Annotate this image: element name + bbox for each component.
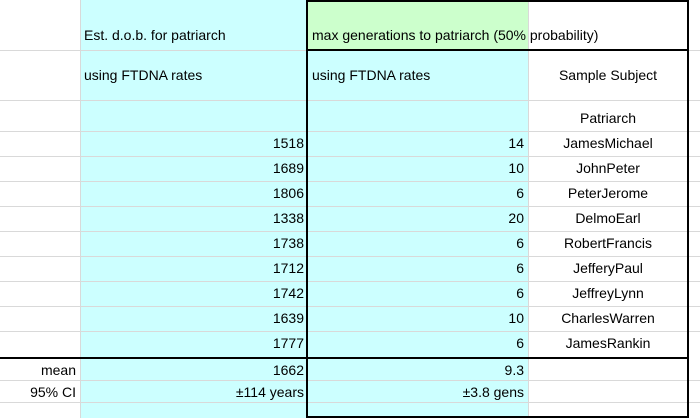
name-cell[interactable]: DelmoEarl [575,210,641,226]
name-cell[interactable]: PeterJerome [567,185,649,201]
mean-dob[interactable]: 1662 [272,362,304,378]
name-cell[interactable]: JefferyPaul [573,260,643,276]
border-top [306,0,689,2]
name-cell[interactable]: JamesRankin [565,335,651,351]
gens-cell[interactable]: 20 [508,210,524,226]
dob-cell[interactable]: 1742 [272,285,304,301]
gens-column-fill [308,50,528,418]
rates-left-header[interactable]: using FTDNA rates [84,67,203,83]
name-cell[interactable]: JohnPeter [576,160,640,176]
patriarch-header[interactable]: Patriarch [579,110,637,126]
dob-cell[interactable]: 1639 [272,310,304,326]
ci-label[interactable]: 95% CI [30,384,76,400]
dob-cell[interactable]: 1806 [272,185,304,201]
gens-cell[interactable]: 6 [516,285,524,301]
max-gen-header-fill [308,0,528,50]
gens-cell[interactable]: 10 [508,310,524,326]
border-bottom [306,416,689,418]
mean-label[interactable]: mean [40,362,76,378]
dob-cell[interactable]: 1338 [272,210,304,226]
dob-cell[interactable]: 1689 [272,160,304,176]
gens-cell[interactable]: 14 [508,135,524,151]
dob-column-fill [80,0,308,418]
border-left [306,0,308,418]
gens-cell[interactable]: 10 [508,160,524,176]
border-above-mean [0,357,689,359]
name-cell[interactable]: JamesMichael [563,135,653,151]
dob-cell[interactable]: 1777 [272,335,304,351]
border-right [687,0,689,418]
dob-cell[interactable]: 1738 [272,235,304,251]
dob-cell[interactable]: 1518 [272,135,304,151]
gens-cell[interactable]: 6 [516,260,524,276]
est-dob-header[interactable]: Est. d.o.b. for patriarch [84,27,226,43]
ci-gens[interactable]: ±3.8 gens [462,384,524,400]
max-gen-header[interactable]: max generations to patriarch (50% probab… [312,27,599,43]
sample-subject-header[interactable]: Sample Subject [558,67,658,83]
border-under-header [306,49,689,51]
name-cell[interactable]: JeffreyLynn [572,285,644,301]
gens-cell[interactable]: 6 [516,185,524,201]
gens-cell[interactable]: 6 [516,335,524,351]
mean-gens[interactable]: 9.3 [504,362,524,378]
rates-right-header[interactable]: using FTDNA rates [312,67,431,83]
name-cell[interactable]: RobertFrancis [564,235,652,251]
ci-dob[interactable]: ±114 years [235,384,304,400]
gens-cell[interactable]: 6 [516,235,524,251]
dob-cell[interactable]: 1712 [272,260,304,276]
name-cell[interactable]: CharlesWarren [561,310,655,326]
